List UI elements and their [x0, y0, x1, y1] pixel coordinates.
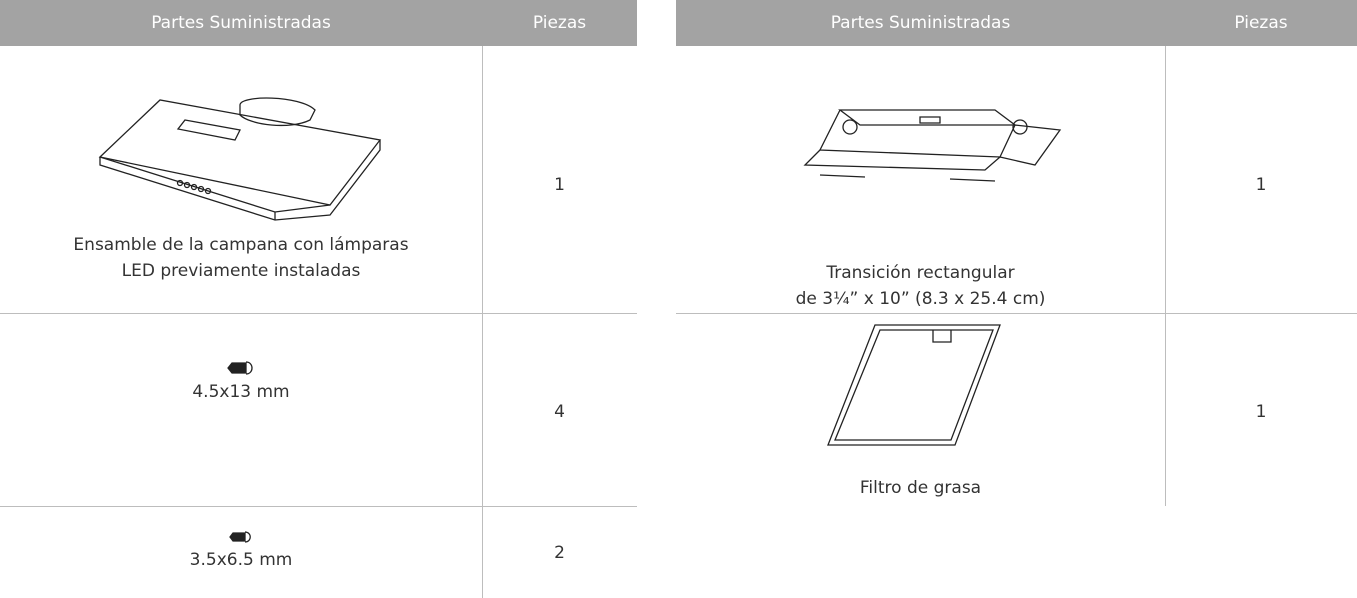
quantity: 1 — [554, 175, 565, 195]
quantity: 1 — [1255, 402, 1267, 422]
row-line — [0, 506, 637, 507]
label-line: LED previamente instaladas — [121, 261, 361, 281]
quantity: 2 — [554, 543, 565, 563]
header-cell: Partes Suministradas — [0, 0, 482, 46]
part-label: Filtro de grasa — [676, 475, 1165, 501]
hood-illustration — [98, 97, 382, 221]
filter-illustration — [827, 324, 1001, 446]
part-label: Transición rectangular de 3¼” x 10” (8.3 … — [676, 260, 1165, 312]
screw-icon — [229, 531, 251, 543]
divider — [482, 46, 483, 598]
label-line: Transición rectangular — [826, 263, 1015, 283]
row-line — [676, 313, 1357, 314]
divider — [1165, 46, 1166, 506]
row-line — [0, 313, 637, 314]
part-label: 3.5x6.5 mm — [0, 547, 482, 573]
quantity: 1 — [1255, 175, 1267, 195]
header-cell: Piezas — [1165, 0, 1357, 46]
label-line: 4.5x13 mm — [192, 382, 290, 402]
label-line: 3.5x6.5 mm — [189, 550, 293, 570]
transition-illustration — [803, 109, 1062, 182]
screw-icon — [227, 361, 253, 375]
header-cell: Piezas — [482, 0, 637, 46]
label-line: Filtro de grasa — [859, 478, 982, 498]
part-label: 4.5x13 mm — [0, 379, 482, 405]
quantity: 4 — [554, 402, 565, 422]
label-line: Ensamble de la campana con lámparas — [73, 235, 409, 255]
label-line: de 3¼” x 10” (8.3 x 25.4 cm) — [795, 289, 1046, 309]
header-cell: Partes Suministradas — [676, 0, 1165, 46]
part-label: Ensamble de la campana con lámparas LED p… — [0, 232, 482, 284]
